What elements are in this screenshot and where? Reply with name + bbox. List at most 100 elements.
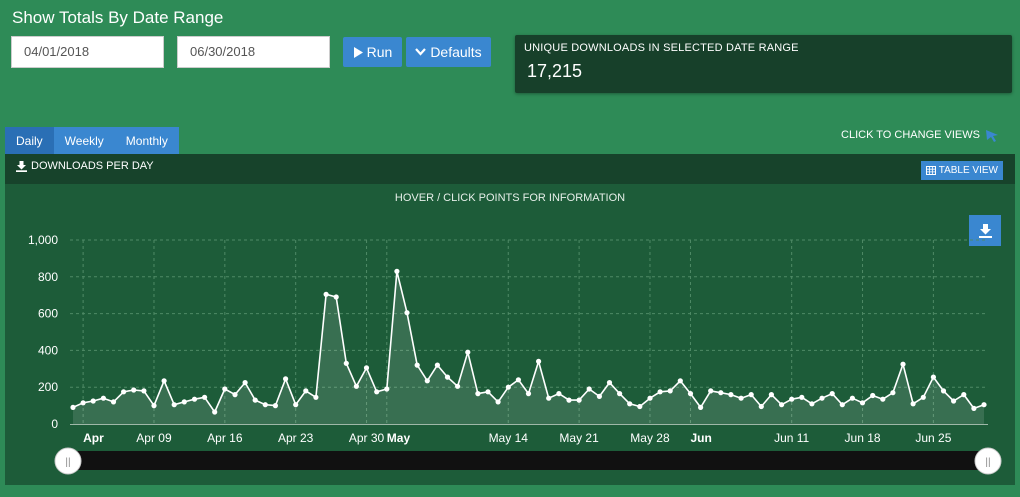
- data-point[interactable]: [202, 394, 208, 400]
- data-point[interactable]: [475, 391, 481, 397]
- data-point[interactable]: [222, 386, 228, 392]
- navigator-right-handle[interactable]: [974, 447, 1002, 475]
- data-point[interactable]: [424, 378, 430, 384]
- start-date-input[interactable]: 04/01/2018: [11, 36, 164, 68]
- data-point[interactable]: [617, 391, 623, 397]
- data-point[interactable]: [90, 398, 96, 404]
- data-point[interactable]: [444, 374, 451, 380]
- data-point[interactable]: [262, 402, 268, 408]
- data-point[interactable]: [465, 349, 471, 355]
- data-point[interactable]: [546, 395, 552, 401]
- export-chart-button[interactable]: [969, 215, 1001, 246]
- data-point[interactable]: [981, 402, 987, 408]
- data-point[interactable]: [951, 398, 957, 404]
- data-point[interactable]: [141, 388, 147, 394]
- data-point[interactable]: [880, 396, 886, 402]
- data-point[interactable]: [910, 401, 916, 407]
- data-point[interactable]: [515, 377, 522, 383]
- data-point[interactable]: [718, 390, 724, 396]
- data-point[interactable]: [313, 394, 319, 400]
- data-point[interactable]: [758, 403, 764, 410]
- data-point[interactable]: [586, 386, 592, 392]
- data-point[interactable]: [768, 392, 775, 398]
- end-date-input[interactable]: 06/30/2018: [177, 36, 330, 68]
- data-point[interactable]: [343, 360, 349, 366]
- data-point[interactable]: [363, 365, 370, 371]
- data-point[interactable]: [920, 394, 926, 400]
- data-point[interactable]: [799, 394, 805, 400]
- data-point[interactable]: [151, 403, 157, 409]
- data-point[interactable]: [384, 386, 390, 392]
- data-point[interactable]: [293, 402, 299, 408]
- data-point[interactable]: [404, 310, 410, 316]
- data-point[interactable]: [566, 397, 572, 403]
- data-point[interactable]: [283, 376, 289, 382]
- data-point[interactable]: [809, 401, 815, 407]
- data-point[interactable]: [637, 403, 643, 410]
- data-point[interactable]: [738, 395, 744, 401]
- data-point[interactable]: [789, 396, 795, 402]
- data-point[interactable]: [171, 402, 177, 408]
- data-point[interactable]: [374, 389, 380, 395]
- data-point[interactable]: [455, 383, 461, 389]
- data-point[interactable]: [80, 400, 86, 406]
- data-point[interactable]: [677, 378, 683, 384]
- data-point[interactable]: [849, 395, 856, 401]
- data-point[interactable]: [505, 384, 511, 390]
- tab-weekly[interactable]: Weekly: [53, 127, 115, 154]
- data-point[interactable]: [667, 388, 673, 394]
- data-point[interactable]: [961, 392, 967, 398]
- data-point[interactable]: [212, 409, 218, 415]
- data-point[interactable]: [657, 389, 663, 395]
- data-point[interactable]: [485, 389, 491, 395]
- data-point[interactable]: [971, 405, 977, 411]
- navigator-left-handle[interactable]: [54, 447, 82, 475]
- data-point[interactable]: [434, 362, 440, 368]
- data-point[interactable]: [70, 404, 76, 410]
- data-point[interactable]: [232, 392, 238, 398]
- data-point[interactable]: [161, 378, 167, 384]
- data-point[interactable]: [606, 380, 613, 386]
- data-point[interactable]: [890, 390, 896, 396]
- data-point[interactable]: [829, 391, 835, 397]
- data-point[interactable]: [414, 362, 420, 368]
- data-point[interactable]: [525, 391, 532, 397]
- tab-monthly[interactable]: Monthly: [114, 127, 179, 154]
- data-point[interactable]: [181, 399, 187, 405]
- data-point[interactable]: [394, 268, 400, 274]
- data-point[interactable]: [839, 402, 845, 408]
- table-view-button[interactable]: TABLE VIEW: [920, 161, 1003, 180]
- data-point[interactable]: [627, 401, 633, 407]
- tab-daily[interactable]: Daily: [5, 127, 54, 154]
- data-point[interactable]: [323, 291, 329, 297]
- change-views-link[interactable]: CLICK TO CHANGE VIEWS: [841, 128, 1000, 142]
- data-point[interactable]: [110, 399, 117, 405]
- data-point[interactable]: [556, 391, 562, 397]
- data-point[interactable]: [728, 392, 734, 398]
- data-point[interactable]: [100, 395, 106, 401]
- data-point[interactable]: [242, 380, 248, 386]
- data-point[interactable]: [930, 374, 937, 380]
- data-point[interactable]: [779, 402, 785, 408]
- data-point[interactable]: [940, 388, 947, 394]
- data-point[interactable]: [131, 387, 137, 393]
- data-point[interactable]: [303, 388, 309, 394]
- data-point[interactable]: [819, 395, 825, 401]
- data-point[interactable]: [748, 392, 754, 398]
- data-point[interactable]: [121, 389, 127, 395]
- run-button[interactable]: Run: [343, 37, 402, 67]
- data-point[interactable]: [596, 393, 603, 399]
- data-point[interactable]: [698, 404, 704, 410]
- data-point[interactable]: [708, 388, 714, 394]
- data-point[interactable]: [900, 361, 906, 367]
- data-point[interactable]: [687, 391, 694, 397]
- data-point[interactable]: [647, 395, 653, 401]
- data-point[interactable]: [252, 397, 258, 403]
- data-point[interactable]: [859, 400, 866, 406]
- data-point[interactable]: [272, 403, 278, 409]
- data-point[interactable]: [333, 294, 339, 300]
- data-point[interactable]: [576, 397, 582, 403]
- data-point[interactable]: [495, 399, 501, 405]
- defaults-button[interactable]: Defaults: [406, 37, 491, 67]
- navigator-track[interactable]: [68, 451, 988, 470]
